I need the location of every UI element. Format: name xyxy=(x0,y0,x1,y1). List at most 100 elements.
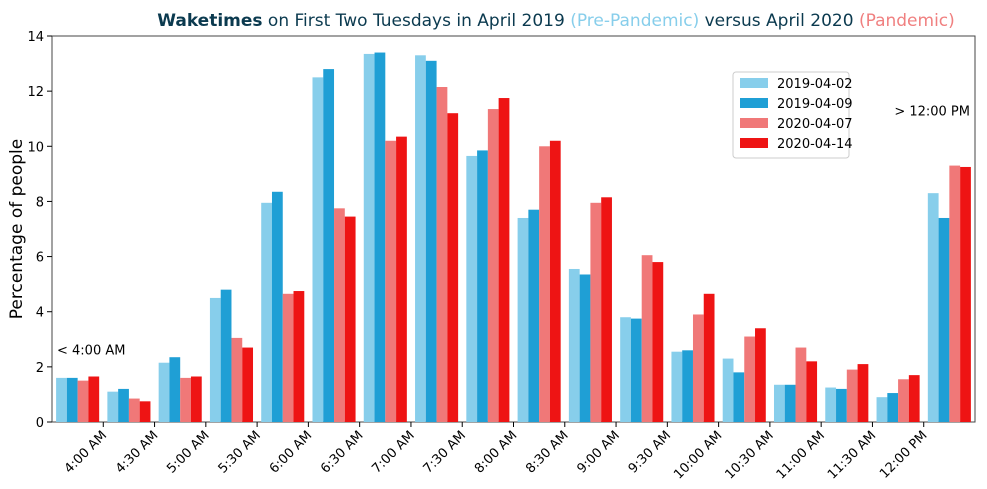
bar xyxy=(590,202,602,422)
bar xyxy=(517,217,529,422)
bar xyxy=(568,268,580,422)
bar xyxy=(703,293,715,422)
bar xyxy=(209,297,221,422)
bar xyxy=(180,377,191,422)
bar xyxy=(806,361,818,422)
bar xyxy=(692,314,704,422)
bar xyxy=(436,87,448,422)
legend-label: 2020-04-07 xyxy=(777,117,853,132)
bar xyxy=(498,98,510,423)
legend-label: 2019-04-02 xyxy=(777,77,853,92)
legend-label: 2020-04-14 xyxy=(777,137,853,152)
x-tick-label: 4:30 AM xyxy=(113,428,161,476)
bar xyxy=(56,377,67,422)
title-part: on First Two Tuesdays in April 2019 xyxy=(263,11,571,31)
bar xyxy=(755,328,766,422)
bar xyxy=(876,397,888,422)
bar xyxy=(722,358,734,422)
bar xyxy=(908,375,920,422)
x-tick-label: 7:30 AM xyxy=(421,428,469,476)
bar xyxy=(66,377,78,422)
bar xyxy=(825,387,837,422)
x-tick-label: 9:30 AM xyxy=(626,428,674,476)
bar xyxy=(415,55,426,423)
y-tick-label: 14 xyxy=(27,30,44,45)
bar xyxy=(846,369,858,422)
bar xyxy=(107,391,119,422)
legend-label: 2019-04-09 xyxy=(777,97,853,112)
title-part: (Pre-Pandemic) xyxy=(570,11,699,31)
bar xyxy=(539,146,550,423)
bar xyxy=(773,384,785,422)
x-tick-label: 8:30 AM xyxy=(523,428,571,476)
bar xyxy=(374,52,386,423)
bar xyxy=(118,388,129,422)
bar xyxy=(671,351,683,422)
bar xyxy=(169,357,181,422)
y-tick-label: 12 xyxy=(27,85,44,100)
legend-swatch xyxy=(740,138,768,148)
bar xyxy=(190,376,202,422)
bar xyxy=(795,347,807,422)
bar xyxy=(652,262,664,422)
bar xyxy=(960,166,971,422)
x-tick-label: 6:30 AM xyxy=(318,428,366,476)
bar xyxy=(938,217,950,422)
y-tick-label: 0 xyxy=(36,416,44,431)
bar xyxy=(898,379,909,422)
title-part: Waketimes xyxy=(157,11,262,31)
x-tick-label: 8:00 AM xyxy=(472,428,520,476)
bar xyxy=(334,208,345,422)
bar xyxy=(261,202,272,422)
chart-title: Waketimes on First Two Tuesdays in April… xyxy=(157,11,955,31)
bar xyxy=(242,347,254,422)
bar xyxy=(949,165,961,423)
bar xyxy=(312,77,324,422)
legend-swatch xyxy=(740,98,768,108)
bar xyxy=(293,291,305,422)
bar xyxy=(857,364,869,422)
bar xyxy=(579,274,591,422)
bar xyxy=(396,136,407,422)
bar xyxy=(836,388,847,422)
title-part: versus April 2020 xyxy=(699,11,859,31)
y-tick-label: 8 xyxy=(36,195,44,210)
bar xyxy=(733,372,745,422)
bar xyxy=(385,140,397,422)
bar xyxy=(231,337,243,422)
bar xyxy=(620,317,631,422)
x-tick-label: 6:00 AM xyxy=(267,428,315,476)
y-tick-label: 2 xyxy=(36,361,44,376)
legend-box xyxy=(732,71,850,159)
bar xyxy=(323,69,335,422)
x-tick-label: 5:00 AM xyxy=(164,428,212,476)
x-tick-label: 9:00 AM xyxy=(574,428,622,476)
x-tick-label: 10:00 AM xyxy=(671,428,725,482)
bar xyxy=(363,53,375,423)
bar xyxy=(88,376,100,422)
bar xyxy=(887,393,899,422)
legend-swatch xyxy=(740,78,768,88)
x-tick-label: 4:00 AM xyxy=(62,428,110,476)
bar xyxy=(601,197,612,422)
legend-swatch xyxy=(740,118,768,128)
bar xyxy=(784,384,796,422)
bar xyxy=(466,155,478,422)
x-tick-label: 11:00 AM xyxy=(774,428,828,482)
y-tick-label: 4 xyxy=(36,306,44,321)
bar xyxy=(630,318,642,422)
x-tick-label: 5:30 AM xyxy=(216,428,264,476)
x-tick-label: 10:30 AM xyxy=(722,428,776,482)
bar xyxy=(682,350,693,422)
x-tick-label: 7:00 AM xyxy=(369,428,417,476)
bar xyxy=(477,150,488,422)
x-tick-label: 12:00 PM xyxy=(877,428,930,481)
title-part: (Pandemic) xyxy=(859,11,955,31)
bar xyxy=(220,289,232,422)
annotation: < 4:00 AM xyxy=(57,344,125,359)
bar xyxy=(927,193,939,422)
bar xyxy=(344,216,356,422)
bar xyxy=(271,191,283,422)
bar xyxy=(282,293,294,422)
